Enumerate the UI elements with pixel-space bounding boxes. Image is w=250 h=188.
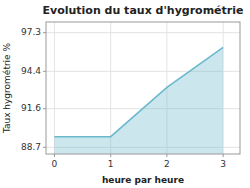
x-tick-label: 3 [220, 159, 226, 169]
area-fill [54, 47, 223, 154]
chart: 88.7 91.6 94.4 97.3 0 1 2 3 Evolution du taux d'… [0, 0, 250, 188]
y-axis-label: Taux hygrométrie % [2, 42, 12, 134]
line [54, 47, 223, 136]
x-tick [54, 154, 55, 157]
title: Evolution du taux d'hygrométrie [43, 4, 244, 17]
y-tick-label: 88.7 [21, 142, 41, 152]
y-grid-line [46, 32, 240, 33]
x-tick-label: 0 [52, 159, 58, 169]
x-tick [166, 154, 167, 157]
x-axis: 0 1 2 3 [52, 154, 226, 169]
y-axis: 88.7 91.6 94.4 97.3 [21, 27, 46, 152]
y-tick [43, 71, 46, 72]
plot-area [54, 47, 223, 154]
x-tick-label: 2 [164, 159, 170, 169]
x-tick [223, 154, 224, 157]
y-tick [43, 108, 46, 109]
y-tick-label: 94.4 [21, 66, 41, 76]
grid [46, 22, 240, 154]
x-grid-line [110, 22, 111, 154]
x-tick-label: 1 [108, 159, 114, 169]
x-grid-line [54, 22, 55, 154]
y-tick [43, 147, 46, 148]
plot-frame [46, 22, 240, 154]
x-tick [110, 154, 111, 157]
y-tick-label: 97.3 [21, 27, 41, 37]
y-tick [43, 32, 46, 33]
y-tick-label: 91.6 [21, 103, 41, 113]
x-axis-label: heure par heure [102, 175, 184, 185]
chart-container: 88.7 91.6 94.4 97.3 0 1 2 3 Evolution du taux d'… [0, 0, 250, 188]
